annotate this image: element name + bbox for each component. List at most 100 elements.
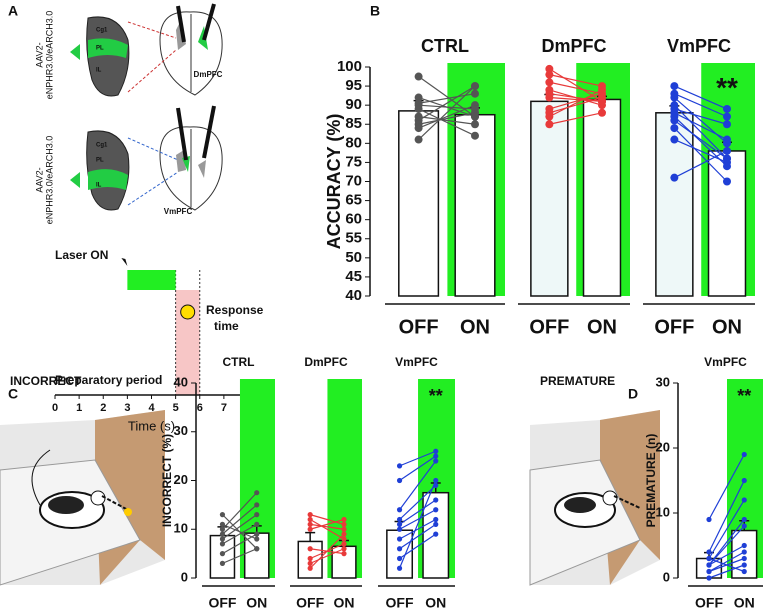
subject-point bbox=[433, 497, 439, 503]
subject-point bbox=[723, 120, 731, 129]
subject-point bbox=[219, 560, 226, 566]
y-tick-label: 10 bbox=[656, 504, 670, 519]
subject-line bbox=[674, 93, 728, 118]
subject-point bbox=[341, 551, 347, 557]
subject-line bbox=[418, 112, 476, 125]
bar bbox=[454, 113, 496, 297]
subject-point bbox=[396, 516, 403, 523]
x-tick-label: 5 bbox=[173, 402, 179, 414]
subject-point bbox=[706, 575, 712, 581]
y-axis-label: ACCURACY (%) bbox=[324, 114, 344, 250]
virus-label: eNPHR3.0/eARCH3.0 bbox=[44, 11, 54, 100]
subject-line bbox=[673, 127, 728, 182]
subject-line bbox=[549, 93, 603, 102]
subject-point bbox=[307, 512, 313, 518]
subject-line bbox=[418, 85, 476, 140]
period-label: Preparatory period bbox=[55, 373, 162, 387]
subject-point bbox=[670, 173, 679, 182]
y-tick-label: 55 bbox=[345, 230, 362, 247]
subject-point bbox=[741, 555, 747, 562]
subject-point bbox=[723, 158, 731, 167]
subject-point bbox=[254, 490, 260, 496]
subject-line bbox=[549, 93, 603, 110]
category-label: OFF bbox=[695, 595, 723, 611]
subject-point bbox=[307, 526, 313, 532]
panel-label: C bbox=[8, 386, 18, 402]
subject-point bbox=[706, 562, 712, 568]
subject-point bbox=[433, 507, 439, 513]
scene-label: INCORRECT bbox=[10, 374, 82, 388]
brain-diagram-bottom bbox=[70, 105, 223, 211]
virus-label: eNPHR3.0/eARCH3.0 bbox=[44, 136, 54, 225]
subject-line bbox=[222, 504, 258, 535]
y-tick-label: 65 bbox=[345, 192, 362, 209]
subject-point bbox=[545, 70, 554, 79]
subject-line bbox=[708, 480, 745, 553]
subject-point bbox=[414, 93, 423, 102]
subject-point bbox=[254, 536, 260, 542]
subject-point bbox=[598, 97, 606, 106]
y-tick-label: 30 bbox=[656, 374, 670, 389]
bar bbox=[582, 98, 622, 297]
region-label: IL bbox=[96, 183, 102, 189]
y-tick-label: 30 bbox=[174, 423, 188, 438]
subject-point bbox=[307, 516, 313, 523]
subject-line bbox=[309, 518, 345, 540]
subject-line bbox=[399, 450, 436, 467]
category-label: OFF bbox=[208, 595, 236, 611]
category-label: OFF bbox=[399, 316, 439, 338]
subject-point bbox=[741, 568, 747, 575]
subject-line bbox=[549, 81, 603, 95]
subject-point bbox=[254, 512, 260, 518]
subject-line bbox=[222, 523, 258, 545]
significance: ** bbox=[429, 386, 443, 406]
subject-point bbox=[433, 453, 439, 459]
subject-point bbox=[219, 551, 226, 557]
category-label: ON bbox=[587, 316, 617, 338]
subject-line bbox=[708, 564, 745, 579]
subject-point bbox=[471, 82, 479, 91]
subject-point bbox=[545, 112, 554, 121]
subject-line bbox=[310, 523, 345, 530]
subject-point bbox=[307, 555, 313, 562]
target-label: VmPFC bbox=[164, 207, 193, 216]
subject-line bbox=[309, 548, 345, 564]
subject-point bbox=[433, 458, 439, 464]
virus-label: AAV2- bbox=[34, 42, 44, 67]
subject-point bbox=[433, 521, 439, 527]
subject-point bbox=[307, 565, 313, 571]
subject-line bbox=[418, 85, 476, 121]
subject-point bbox=[545, 120, 554, 129]
y-axis-label: INCORRECT (%) bbox=[160, 434, 174, 527]
subject-line bbox=[674, 150, 728, 179]
subject-point bbox=[396, 477, 403, 484]
subject-point bbox=[471, 120, 479, 129]
subject-point bbox=[723, 177, 731, 186]
subject-point bbox=[741, 516, 747, 523]
region-label: IL bbox=[96, 68, 102, 74]
x-tick-label: 1 bbox=[76, 402, 82, 414]
subject-point bbox=[341, 516, 347, 523]
y-tick-label: 70 bbox=[345, 172, 362, 189]
subject-point bbox=[723, 104, 731, 113]
subplot-title: CTRL bbox=[223, 355, 255, 369]
region-label: PL bbox=[96, 46, 104, 52]
subject-line bbox=[673, 104, 728, 160]
response-label: time bbox=[214, 319, 239, 333]
category-label: ON bbox=[334, 595, 355, 611]
subject-point bbox=[341, 521, 347, 527]
subject-point bbox=[414, 120, 423, 129]
subject-point bbox=[396, 565, 403, 571]
subject-line bbox=[418, 104, 476, 110]
subject-point bbox=[670, 135, 679, 144]
x-tick-label: 4 bbox=[148, 402, 155, 414]
subject-point bbox=[219, 536, 226, 542]
category-label: ON bbox=[712, 316, 742, 338]
subject-point bbox=[723, 112, 731, 121]
subject-point bbox=[433, 516, 439, 523]
region-label: Cg1 bbox=[96, 143, 108, 149]
panel-label: D bbox=[628, 386, 638, 402]
subplot-title: DmPFC bbox=[304, 355, 348, 369]
category-label: ON bbox=[246, 595, 267, 611]
mouse-scene-c bbox=[0, 410, 165, 586]
